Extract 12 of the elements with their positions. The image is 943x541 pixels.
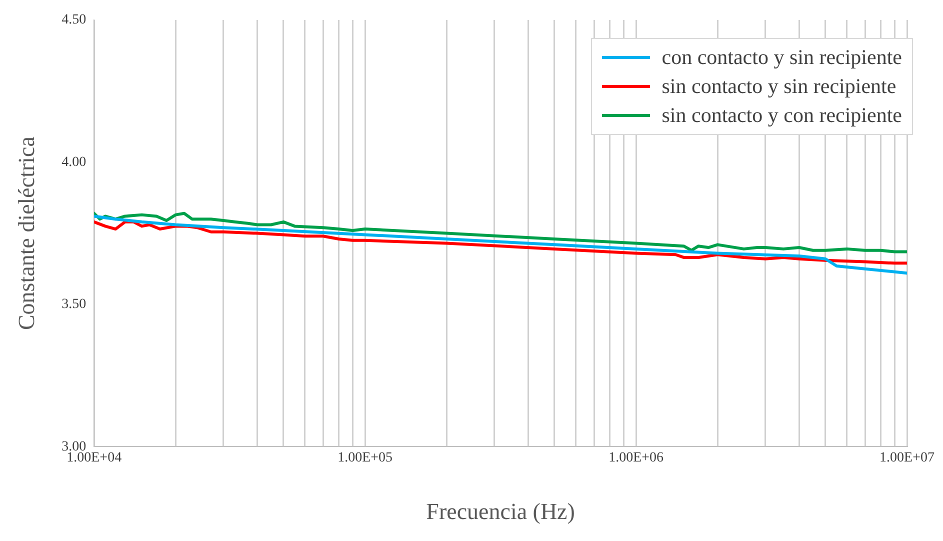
x-axis-title: Frecuencia (Hz) xyxy=(426,499,575,524)
y-tick-label: 4.00 xyxy=(62,154,86,170)
x-tick-label: 1.00E+04 xyxy=(66,450,122,466)
legend-label: sin contacto y sin recipiente xyxy=(662,74,896,99)
y-tick-label: 3.50 xyxy=(62,297,86,312)
x-tick-label: 1.00E+05 xyxy=(338,450,393,466)
y-axis-title: Constante dieléctrica xyxy=(14,136,39,330)
x-tick-label: 1.00E+06 xyxy=(608,450,664,466)
x-tick-label: 1.00E+07 xyxy=(880,450,934,466)
y-tick-label: 4.50 xyxy=(62,12,86,28)
legend-label: con contacto y sin recipiente xyxy=(662,45,902,70)
legend-label: sin contacto y con recipiente xyxy=(662,103,902,128)
